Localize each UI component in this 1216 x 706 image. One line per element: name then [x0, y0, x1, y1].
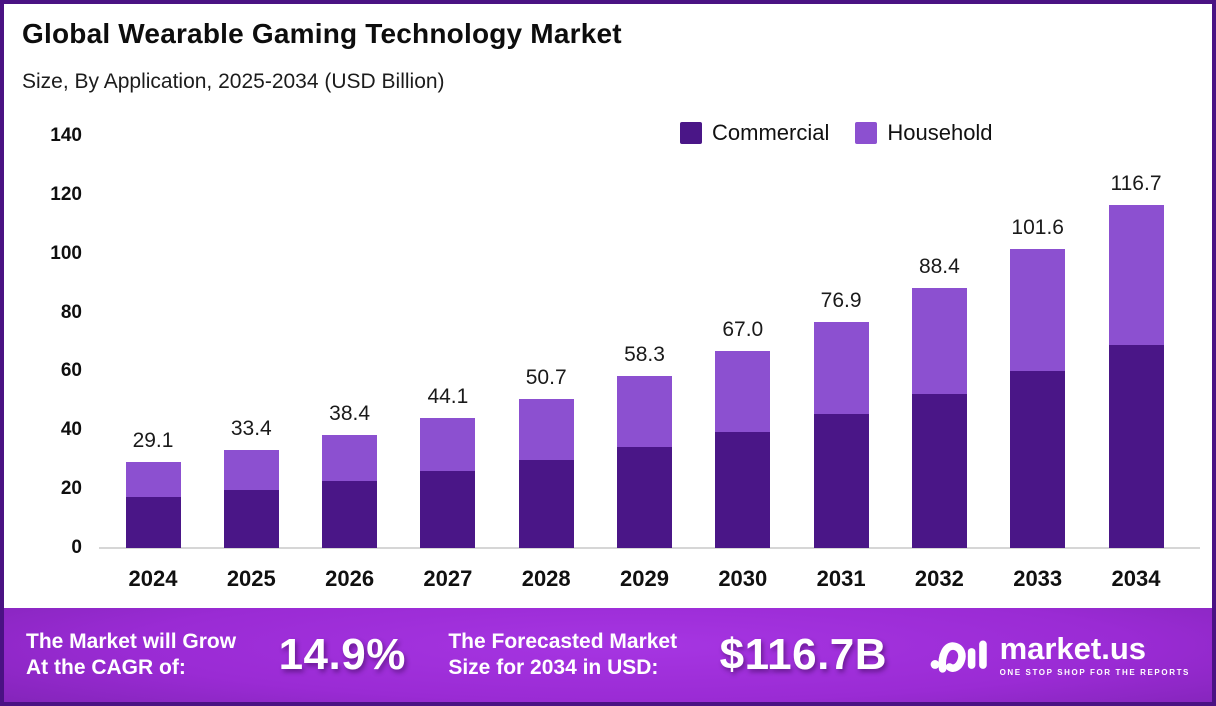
- x-axis-line: [99, 547, 1200, 549]
- brand-tagline: ONE STOP SHOP FOR THE REPORTS: [999, 668, 1190, 677]
- bar-segment-household-2028: [518, 398, 574, 460]
- bar-total-label: 67.0: [722, 317, 764, 341]
- cagr-value: 14.9%: [278, 630, 406, 679]
- page-title: Global Wearable Gaming Technology Market: [22, 18, 622, 49]
- y-tick-label: 140: [50, 125, 82, 146]
- bar-segment-commercial-2031: [813, 414, 869, 548]
- x-category-label: 2030: [718, 566, 768, 591]
- bar-segment-household-2027: [420, 418, 476, 472]
- legend-item-household: Household: [855, 120, 993, 146]
- forecast-caption-line1: The Forecasted Market: [448, 630, 678, 654]
- x-category-label: 2033: [1013, 566, 1063, 591]
- cagr-caption-line2: At the CAGR of:: [26, 656, 186, 679]
- x-category-label: 2032: [914, 566, 964, 591]
- brand-text: market.us ONE STOP SHOP FOR THE REPORTS: [1000, 633, 1190, 677]
- bar-total-label: 44.1: [427, 385, 469, 409]
- bar-total-label: 29.1: [132, 429, 174, 453]
- bar-segment-commercial-2026: [322, 481, 378, 548]
- bar-segment-household-2029: [617, 376, 672, 447]
- bar-total-label: 50.7: [525, 365, 567, 389]
- bar-segment-commercial-2034: [1108, 345, 1164, 548]
- bar-segment-household-2031: [813, 321, 869, 415]
- bar-segment-commercial-2025: [223, 490, 279, 548]
- bar-segment-household-2030: [715, 350, 771, 432]
- cagr-caption: The Market will Grow At the CAGR of:: [26, 629, 236, 680]
- x-category-label: 2034: [1111, 566, 1161, 591]
- brand-logo: market.us ONE STOP SHOP FOR THE REPORTS: [930, 632, 1190, 678]
- x-category-label: 2024: [128, 566, 178, 591]
- x-category-label: 2026: [325, 566, 375, 591]
- household-swatch-icon: [855, 122, 878, 144]
- brand-name: market.us: [999, 631, 1147, 666]
- cagr-caption-line1: The Market will Grow: [26, 630, 237, 654]
- stacked-bar-chart: 0 20 40 60 80 100 120 140 29.1 2024 33.4 2025 38.4 20…: [4, 4, 1212, 702]
- bar-total-label: 58.3: [624, 343, 665, 367]
- y-tick-label: 20: [60, 478, 82, 500]
- bar-total-label: 101.6: [1011, 216, 1064, 239]
- page-subtitle: Size, By Application, 2025-2034 (USD Bil…: [22, 70, 445, 93]
- bar-total-label: 33.4: [230, 416, 272, 440]
- y-tick-label: 120: [50, 183, 82, 205]
- bar-segment-commercial-2029: [617, 446, 672, 548]
- x-category-label: 2029: [620, 566, 669, 591]
- bar-total-label: 76.9: [820, 288, 862, 312]
- bar-segment-household-2032: [911, 287, 967, 395]
- legend-label-household: Household: [887, 120, 993, 145]
- x-category-label: 2031: [816, 566, 866, 591]
- forecast-caption-line2: Size for 2034 in USD:: [448, 656, 659, 679]
- y-tick-label: 60: [60, 360, 82, 382]
- bar-segment-commercial-2028: [518, 460, 574, 548]
- bar-segment-household-2033: [1010, 249, 1066, 372]
- x-category-label: 2025: [226, 566, 276, 591]
- x-category-label: 2028: [521, 566, 571, 591]
- chart-legend: Commercial Household: [680, 120, 993, 146]
- bar-segment-commercial-2030: [715, 431, 771, 548]
- market-us-logo-icon: [930, 640, 987, 673]
- bar-segment-commercial-2032: [911, 394, 967, 548]
- bar-total-label: 38.4: [329, 401, 371, 425]
- bar-segment-commercial-2027: [420, 471, 476, 548]
- legend-item-commercial: Commercial: [680, 120, 829, 146]
- y-tick-label: 0: [71, 537, 82, 558]
- footer-banner: The Market will Grow At the CAGR of: 14.…: [4, 608, 1212, 702]
- bar-total-label: 116.7: [1110, 171, 1162, 195]
- y-tick-label: 100: [50, 242, 82, 264]
- bar-segment-household-2025: [223, 449, 279, 491]
- bar-segment-commercial-2033: [1010, 371, 1066, 548]
- bar-segment-household-2026: [322, 434, 378, 482]
- bar-segment-household-2034: [1108, 204, 1164, 346]
- y-tick-label: 40: [60, 419, 82, 441]
- bar-segment-commercial-2024: [125, 497, 181, 548]
- bar-segment-household-2024: [125, 462, 181, 498]
- x-category-label: 2027: [423, 566, 473, 591]
- forecast-caption: The Forecasted Market Size for 2034 in U…: [448, 629, 677, 680]
- commercial-swatch-icon: [680, 122, 702, 144]
- forecast-value: $116.7B: [719, 630, 888, 679]
- bar-total-label: 88.4: [918, 254, 960, 278]
- y-tick-label: 80: [60, 301, 82, 323]
- legend-label-commercial: Commercial: [712, 120, 830, 145]
